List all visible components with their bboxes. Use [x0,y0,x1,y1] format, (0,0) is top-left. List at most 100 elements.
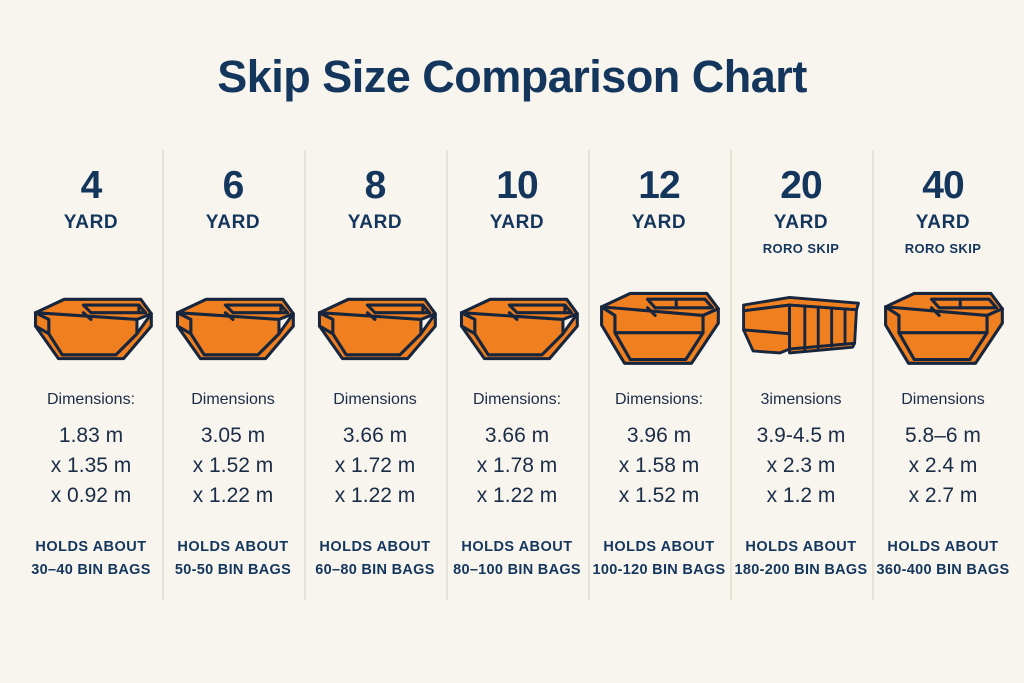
capacity-caption: HOLDS ABOUT [319,538,431,555]
capacity-block: HOLDS ABOUT 50-50 BIN BAGS [162,536,304,582]
capacity-block: HOLDS ABOUT 30–40 BIN BAGS [20,536,162,582]
dimension-line: x 0.92 m [50,483,132,507]
capacity-caption: HOLDS ABOUT [887,538,999,555]
skip-illustration-maxi-skip [876,270,1010,380]
capacity-caption: HOLDS ABOUT [745,538,857,555]
yard-size-number: 20 [780,164,822,207]
roro-skip-label: RORO SKIP [904,241,982,256]
capacity-value: 360-400 BIN BAGS [876,561,1010,578]
skip-illustration-builders-skip [24,270,158,380]
dimension-line: x 1.58 m [618,454,700,477]
dimensions-caption: Dimensions: [46,391,136,408]
dimension-line: 3.9-4.5 m [756,424,846,448]
dimension-line: 5.8–6 m [905,424,981,448]
yard-unit-label: YARD [63,212,119,233]
dimensions-block: 3imensions 3.9-4.5 m x 2.3 m x 1.2 m [757,390,846,511]
skip-illustration-builders-skip [308,270,442,380]
capacity-value: 60–80 BIN BAGS [315,561,435,578]
skip-illustration-roro-container [734,270,868,380]
dimensions-values: 5.8–6 m x 2.4 m x 2.7 m [901,421,985,510]
dimension-line: 3.66 m [342,424,408,448]
dimensions-values: 3.66 m x 1.78 m x 1.22 m [473,421,561,510]
column-header: 8 YARD [348,150,403,270]
dimensions-values: 3.96 m x 1.58 m x 1.52 m [615,421,703,510]
dimensions-caption: Dimensions: [614,391,704,408]
dimensions-block: Dimensions: 1.83 m x 1.35 m x 0.92 m [47,390,135,511]
capacity-value: 180-200 BIN BAGS [734,561,868,578]
yard-unit-label: YARD [915,212,971,233]
dimensions-values: 3.05 m x 1.52 m x 1.22 m [191,421,275,510]
capacity-block: HOLDS ABOUT 100-120 BIN BAGS [588,536,730,582]
dimensions-caption: Dimensions [333,391,417,408]
capacity-value: 100-120 BIN BAGS [592,561,726,578]
skip-column-20-yard: 20 YARD RORO SKIP 3imensions 3.9-4.5 m [730,150,872,600]
capacity-block: HOLDS ABOUT 80–100 BIN BAGS [446,536,588,582]
column-header: 40 YARD RORO SKIP [905,150,982,270]
dimension-line: x 2.4 m [908,454,978,477]
yard-size-number: 8 [364,164,387,207]
dimension-line: x 1.78 m [476,454,558,477]
capacity-value: 30–40 BIN BAGS [31,561,151,578]
dimension-line: x 1.52 m [192,454,274,477]
dimensions-caption: Dimensions [191,391,275,408]
dimension-line: x 2.3 m [766,454,836,477]
column-header: 20 YARD RORO SKIP [763,150,840,270]
capacity-value: 50-50 BIN BAGS [174,561,292,578]
yard-size-number: 40 [922,164,964,207]
dimension-line: 3.96 m [626,424,692,448]
yard-size-number: 10 [496,164,538,207]
capacity-value: 80–100 BIN BAGS [453,561,581,578]
dimensions-caption: Dimensions: [472,391,562,408]
dimensions-block: Dimensions: 3.66 m x 1.78 m x 1.22 m [473,390,561,511]
skip-illustration-builders-skip [166,270,300,380]
roro-skip-label: RORO SKIP [762,241,840,256]
dimension-line: x 1.52 m [618,483,700,507]
dimension-line: x 1.35 m [50,454,132,477]
dimensions-values: 3.66 m x 1.72 m x 1.22 m [333,421,417,510]
yard-unit-label: YARD [205,212,261,233]
page-title: Skip Size Comparison Chart [217,51,807,102]
dimensions-block: Dimensions: 3.96 m x 1.58 m x 1.52 m [615,390,703,511]
dimensions-caption: Dimensions [901,391,985,408]
skip-illustration-builders-skip [450,270,584,380]
yard-size-number: 6 [222,164,245,207]
dimension-line: 3.66 m [484,424,550,448]
dimension-line: 1.83 m [58,424,124,448]
dimensions-block: Dimensions 5.8–6 m x 2.4 m x 2.7 m [901,390,985,511]
dimension-line: x 1.22 m [334,483,416,507]
dimensions-block: Dimensions 3.05 m x 1.52 m x 1.22 m [191,390,275,511]
capacity-caption: HOLDS ABOUT [35,538,147,555]
capacity-caption: HOLDS ABOUT [461,538,573,555]
yard-size-number: 4 [80,164,103,207]
capacity-caption: HOLDS ABOUT [177,538,289,555]
dimensions-values: 1.83 m x 1.35 m x 0.92 m [47,421,135,510]
dimensions-caption: 3imensions [760,391,842,408]
dimension-line: x 1.72 m [334,454,416,477]
yard-unit-label: YARD [773,212,829,233]
column-header: 4 YARD [64,150,119,270]
dimension-line: x 1.2 m [766,483,836,507]
column-header: 6 YARD [206,150,261,270]
dimension-line: x 2.7 m [908,483,978,507]
dimensions-block: Dimensions 3.66 m x 1.72 m x 1.22 m [333,390,417,511]
yard-unit-label: YARD [489,212,545,233]
capacity-block: HOLDS ABOUT 180-200 BIN BAGS [730,536,872,582]
column-header: 10 YARD [490,150,545,270]
dimension-line: x 1.22 m [192,483,274,507]
capacity-caption: HOLDS ABOUT [603,538,715,555]
dimension-line: 3.05 m [200,424,266,448]
yard-unit-label: YARD [347,212,403,233]
dimensions-values: 3.9-4.5 m x 2.3 m x 1.2 m [757,421,846,510]
capacity-block: HOLDS ABOUT 360-400 BIN BAGS [872,536,1014,582]
capacity-block: HOLDS ABOUT 60–80 BIN BAGS [304,536,446,582]
column-header: 12 YARD [632,150,687,270]
yard-unit-label: YARD [631,212,687,233]
